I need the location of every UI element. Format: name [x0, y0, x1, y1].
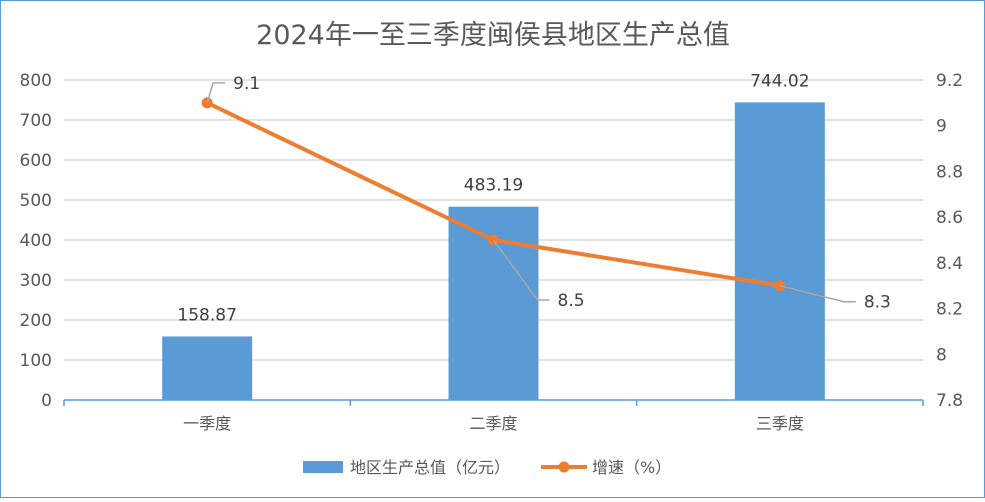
y-right-tick-label: 7.8	[936, 391, 963, 411]
line-value-label: 9.1	[233, 74, 260, 94]
y-right-tick-label: 8.8	[936, 162, 963, 182]
y-left-tick-label: 400	[20, 231, 52, 251]
leader-line	[206, 82, 226, 104]
line-value-label: 8.3	[864, 293, 891, 313]
x-tick-label: 三季度	[756, 414, 804, 433]
axes: 0 100 200 300 400 500 600 700 800 7.8 8 8.2 8.4 8.6 8.…	[20, 71, 964, 433]
leader-line	[779, 284, 856, 303]
y-left-tick-label: 700	[20, 111, 52, 131]
y-right-tick-label: 9	[936, 117, 947, 137]
leader-line	[492, 239, 550, 301]
y-left-tick-label: 500	[20, 191, 52, 211]
y-right-tick-label: 9.2	[936, 71, 963, 91]
legend-label-bar: 地区生产总值（亿元）	[350, 458, 510, 477]
legend-swatch-bar	[303, 461, 343, 473]
y-left-tick-label: 100	[20, 351, 52, 371]
y-left-tick-label: 200	[20, 311, 52, 331]
y-right-tick-label: 8	[936, 345, 947, 365]
bar	[734, 102, 825, 400]
data-labels: 158.87 483.19 744.02 9.1 8.5 8.3	[177, 71, 890, 325]
bar-value-label: 483.19	[464, 176, 523, 196]
x-tick-label: 二季度	[469, 414, 517, 433]
y-right-tick-label: 8.6	[936, 208, 963, 228]
legend: 地区生产总值（亿元） 增速（%）	[303, 458, 671, 477]
legend-swatch-marker	[558, 461, 570, 473]
y-left-tick-label: 600	[20, 151, 52, 171]
y-left-tick-label: 0	[41, 391, 52, 411]
y-right-tick-label: 8.2	[936, 300, 963, 320]
y-right-tick-label: 8.4	[936, 254, 963, 274]
x-tick-label: 一季度	[183, 414, 231, 433]
chart-title: 2024年一至三季度闽侯县地区生产总值	[256, 20, 730, 51]
y-left-tick-label: 800	[20, 71, 52, 91]
y-left-tick-label: 300	[20, 271, 52, 291]
bar-value-label: 158.87	[177, 305, 236, 325]
legend-label-line: 增速（%）	[592, 458, 671, 477]
bar-series	[162, 102, 825, 400]
line-value-label: 8.5	[558, 291, 585, 311]
bar-value-label: 744.02	[750, 71, 809, 91]
bar	[162, 336, 253, 400]
